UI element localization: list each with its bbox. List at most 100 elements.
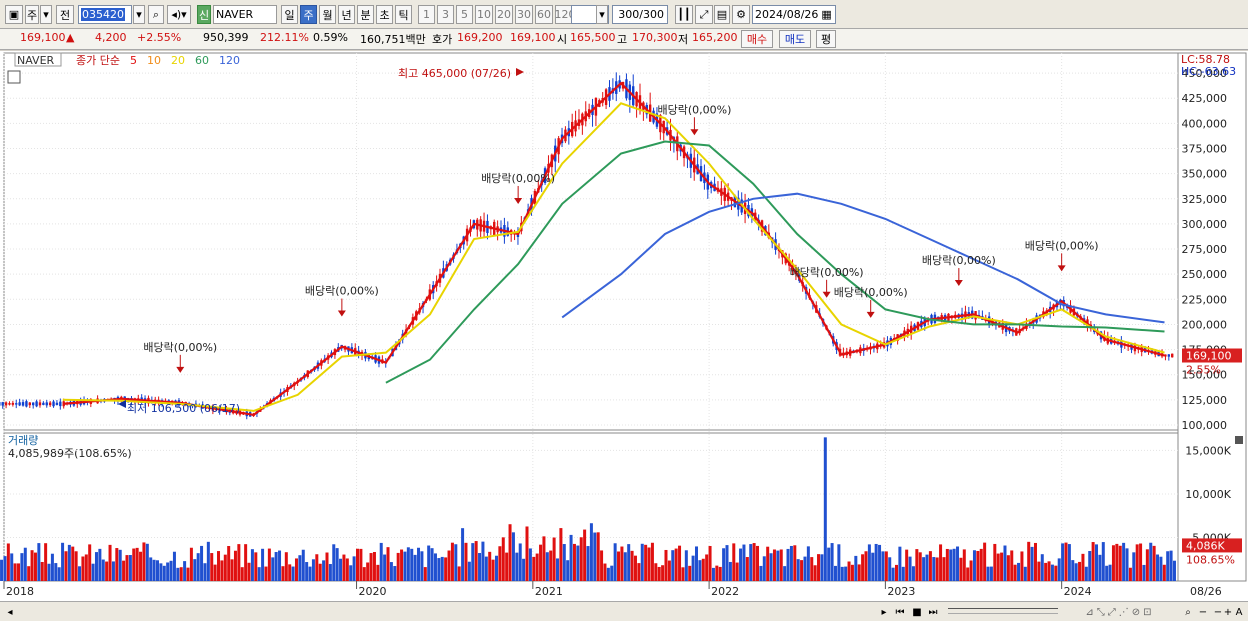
volume-bar bbox=[989, 566, 993, 581]
price-panel bbox=[3, 52, 1179, 431]
interval-button[interactable]: 120 bbox=[555, 5, 576, 24]
interval-button[interactable]: 3 bbox=[437, 5, 454, 24]
volume-bar bbox=[372, 552, 376, 581]
timeframe-button[interactable]: 년 bbox=[338, 5, 355, 24]
stock-name-field[interactable]: NAVER bbox=[213, 5, 277, 24]
dividend-annotation: 배당락(0,00%) bbox=[143, 341, 217, 354]
candle-style-icon[interactable]: ┃┃ bbox=[675, 5, 693, 24]
interval-dropdown-icon[interactable]: ▾ bbox=[596, 5, 608, 24]
volume-bar bbox=[562, 544, 566, 581]
quote-bar: 169,100 ▲ 4,200 +2.55% 950,399 212.11% 0… bbox=[0, 29, 1248, 50]
minus-icon[interactable]: − bbox=[1198, 606, 1208, 618]
volume-bar bbox=[57, 567, 61, 581]
dividend-marker-icon bbox=[822, 291, 831, 298]
search-icon[interactable]: ⌕ bbox=[148, 5, 164, 24]
chart-scrollbar[interactable]: ◂ ▸ ⏮ ■ ⏭ ⊿⤡⤢⋰⊘⊡ ⌕ − − + A bbox=[0, 601, 1248, 621]
volume-bar bbox=[1101, 542, 1105, 581]
scroll-right-icon[interactable]: ▸ bbox=[881, 606, 887, 618]
volume-bar bbox=[1084, 566, 1088, 581]
save-icon[interactable]: ▤ bbox=[714, 5, 730, 24]
period-select[interactable]: 주 bbox=[25, 5, 39, 24]
volume-bar bbox=[484, 556, 488, 581]
timeframe-button[interactable]: 분 bbox=[357, 5, 374, 24]
chart-area[interactable]: 450,000 425,000 400,000 375,000 350,000 325,0… bbox=[0, 51, 1248, 601]
volume-bar bbox=[698, 560, 702, 581]
volume-bar bbox=[376, 564, 380, 581]
volume-bar bbox=[718, 566, 722, 581]
count-field[interactable]: 300/300 bbox=[612, 5, 668, 24]
sell-button[interactable]: 매도 bbox=[779, 30, 811, 48]
scroll-left-icon[interactable]: ◂ bbox=[7, 606, 13, 618]
date-field[interactable]: 2024/08/26 ▦ bbox=[752, 5, 836, 24]
legend-ma-period: 60 bbox=[195, 54, 209, 67]
interval-button[interactable]: 10 bbox=[475, 5, 493, 24]
interval-button[interactable]: 30 bbox=[515, 5, 533, 24]
stock-code-input[interactable]: 035420 bbox=[78, 5, 132, 24]
stock-dropdown-icon[interactable]: ▾ bbox=[133, 5, 145, 24]
volume-bar bbox=[891, 567, 895, 581]
volume-bar bbox=[23, 547, 27, 581]
timeframe-button[interactable]: 틱 bbox=[395, 5, 412, 24]
volume-bar bbox=[91, 563, 95, 581]
interval-button[interactable]: 1 bbox=[418, 5, 435, 24]
window-icon[interactable]: ▣ bbox=[5, 5, 23, 24]
volume-bar bbox=[1098, 554, 1102, 581]
volume-bar bbox=[1013, 564, 1017, 581]
x-axis-label: 2020 bbox=[359, 585, 387, 598]
stop-icon[interactable]: ■ bbox=[912, 606, 922, 618]
prev-button[interactable]: 전 bbox=[56, 5, 74, 24]
volume-bar bbox=[264, 566, 268, 581]
candle-body bbox=[55, 402, 59, 405]
volume-bar bbox=[50, 553, 54, 581]
dividend-annotation: 배당락(0,00%) bbox=[834, 286, 908, 299]
volume-bar bbox=[257, 567, 261, 581]
volume-bar bbox=[325, 552, 329, 581]
volume-bar bbox=[444, 557, 448, 581]
gear-icon[interactable]: ⚙ bbox=[732, 5, 750, 24]
price-tag-label: 169,100 bbox=[1186, 350, 1232, 363]
zoom-icon[interactable]: ⌕ bbox=[1185, 606, 1191, 618]
interval-button[interactable]: 5 bbox=[456, 5, 473, 24]
first-icon[interactable]: ⏮ bbox=[895, 606, 905, 618]
volume-bar bbox=[864, 551, 868, 581]
indicator-tools-icon[interactable]: ⊿⤡⤢⋰⊘⊡ bbox=[1085, 606, 1155, 618]
volume-bar bbox=[101, 559, 105, 581]
last-icon[interactable]: ⏭ bbox=[928, 606, 938, 618]
plus-icon[interactable]: + bbox=[1223, 606, 1233, 618]
interval-button[interactable]: 60 bbox=[535, 5, 553, 24]
volume-bar bbox=[732, 543, 736, 581]
volume-bar bbox=[356, 548, 360, 581]
chart-svg[interactable]: 450,000 425,000 400,000 375,000 350,000 325,0… bbox=[0, 51, 1248, 601]
volume-bar bbox=[352, 556, 356, 581]
timeframe-button[interactable]: 주 bbox=[300, 5, 317, 24]
timeframe-button[interactable]: 초 bbox=[376, 5, 393, 24]
volume-bar bbox=[135, 547, 139, 581]
timeframe-button[interactable]: 일 bbox=[281, 5, 298, 24]
volume-bar bbox=[898, 546, 902, 581]
candle-body bbox=[18, 402, 21, 406]
volume-bar bbox=[857, 564, 861, 581]
volume-bar bbox=[593, 532, 597, 581]
font-size-icon[interactable]: A bbox=[1235, 606, 1243, 618]
volume-bar bbox=[532, 556, 536, 581]
interval-button[interactable]: 20 bbox=[495, 5, 513, 24]
draw-tool-icon[interactable]: ⤢ bbox=[695, 5, 713, 24]
new-badge: 신 bbox=[197, 5, 211, 24]
timeframe-button[interactable]: 월 bbox=[319, 5, 336, 24]
price-tick-label: 125,000 bbox=[1182, 394, 1228, 407]
dash-icon[interactable]: − bbox=[1213, 606, 1223, 618]
eval-button[interactable]: 평 bbox=[816, 30, 836, 48]
volume-bar bbox=[478, 553, 482, 581]
ma-60-line bbox=[385, 140, 1165, 384]
zoom-slider[interactable] bbox=[948, 608, 1058, 614]
calendar-icon[interactable]: ▦ bbox=[821, 8, 832, 21]
volume-bar bbox=[383, 554, 387, 581]
volume-bar bbox=[64, 551, 68, 581]
volume-bar bbox=[800, 560, 804, 581]
period-dropdown-icon[interactable]: ▾ bbox=[40, 5, 52, 24]
volume-bar bbox=[284, 552, 288, 581]
buy-button[interactable]: 매수 bbox=[741, 30, 773, 48]
sound-icon[interactable]: ◂)▾ bbox=[167, 5, 191, 24]
volume-bar bbox=[247, 562, 251, 581]
volume-bar bbox=[369, 553, 373, 581]
